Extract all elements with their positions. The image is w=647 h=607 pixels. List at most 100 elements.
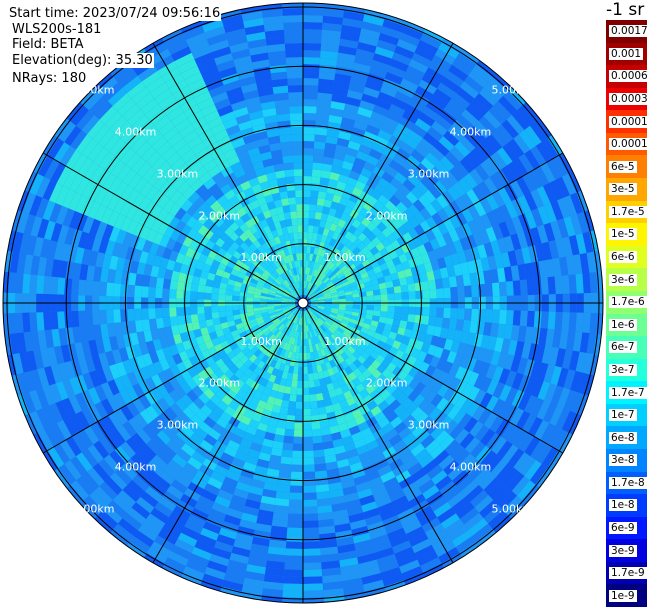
range-gate-cell <box>292 450 303 458</box>
range-gate-cell <box>159 235 170 248</box>
range-gate-cell <box>293 169 303 177</box>
range-gate-cell <box>377 502 395 515</box>
range-gate-cell <box>373 332 382 341</box>
range-gate-cell <box>195 335 205 346</box>
range-gate-cell <box>308 308 314 315</box>
range-gate-cell <box>245 350 254 360</box>
range-gate-cell <box>547 311 556 330</box>
azimuth-spoke <box>302 42 454 304</box>
range-gate-cell <box>283 349 290 358</box>
range-gate-cell <box>472 231 484 247</box>
range-gate-cell <box>329 254 337 263</box>
range-gate-cell <box>140 491 159 508</box>
range-gate-cell <box>303 401 311 409</box>
range-gate-cell <box>386 372 398 384</box>
range-gate-cell <box>19 351 31 373</box>
range-gate-cell <box>503 354 515 371</box>
range-gate-cell <box>575 233 587 255</box>
range-gate-cell <box>197 370 209 382</box>
range-gate-cell <box>269 274 277 281</box>
range-gate-cell <box>496 147 513 166</box>
range-gate-cell <box>250 543 269 554</box>
range-gate-cell <box>362 14 385 27</box>
range-gate-cell <box>312 435 323 444</box>
range-gate-cell <box>190 178 204 192</box>
range-gate-cell <box>357 355 367 365</box>
range-gate-cell <box>175 162 190 177</box>
range-gate-cell <box>339 399 349 410</box>
range-gate-cell <box>362 236 372 247</box>
range-gate-cell <box>287 78 303 86</box>
range-gate-cell <box>529 464 548 485</box>
range-gate-cell <box>472 64 493 83</box>
range-gate-cell <box>547 450 563 471</box>
range-gate-cell <box>326 328 333 336</box>
range-gate-cell <box>29 195 43 217</box>
range-gate-cell <box>443 307 451 319</box>
range-gate-cell <box>69 173 84 193</box>
range-gate-cell <box>433 247 444 260</box>
range-gate-cell <box>169 402 183 417</box>
range-gate-cell <box>357 283 366 290</box>
range-gate-cell <box>453 263 463 277</box>
range-gate-cell <box>350 267 359 275</box>
range-gate-cell <box>185 559 207 574</box>
range-gate-cell <box>276 369 284 378</box>
range-gate-cell <box>394 171 408 185</box>
range-gate-cell <box>408 532 429 547</box>
range-gate-cell <box>318 317 325 324</box>
range-gate-cell <box>303 534 320 542</box>
range-gate-cell <box>331 502 347 512</box>
range-gate-cell <box>242 89 260 101</box>
range-gate-cell <box>369 350 380 360</box>
range-gate-cell <box>339 253 348 262</box>
range-gate-cell <box>325 461 339 471</box>
range-gate-cell <box>309 282 314 290</box>
range-gate-cell <box>274 303 282 307</box>
range-gate-cell <box>232 201 244 212</box>
range-gate-cell <box>102 173 117 191</box>
range-gate-cell <box>272 511 289 521</box>
range-gate-cell <box>470 98 489 116</box>
range-gate-cell <box>300 331 303 339</box>
range-gate-cell <box>329 374 338 383</box>
range-gate-cell <box>169 364 181 377</box>
range-gate-cell <box>416 162 431 177</box>
range-gate-cell <box>351 289 360 295</box>
range-gate-cell <box>345 260 354 268</box>
range-gate-cell <box>414 211 426 225</box>
range-gate-cell <box>555 348 566 368</box>
range-gate-cell <box>176 289 184 299</box>
range-gate-cell <box>191 250 202 261</box>
range-gate-cell <box>294 422 303 430</box>
range-gate-cell <box>81 248 92 266</box>
range-gate-cell <box>338 324 347 331</box>
range-gate-cell <box>248 318 257 325</box>
range-gate-cell <box>360 167 373 179</box>
range-gate-cell <box>83 426 100 445</box>
range-gate-cell <box>501 467 519 487</box>
range-gate-cell <box>505 201 519 219</box>
range-gate-cell <box>291 218 298 226</box>
range-gate-cell <box>476 60 496 78</box>
range-gate-cell <box>480 334 491 349</box>
range-gate-cell <box>249 263 259 272</box>
range-gate-cell <box>330 431 342 441</box>
ring-distance-label: 1.00km <box>324 335 366 348</box>
range-gate-cell <box>544 202 557 223</box>
range-gate-cell <box>465 437 481 454</box>
range-gate-cell <box>310 303 318 305</box>
range-gate-cell <box>168 344 179 356</box>
range-gate-cell <box>452 469 470 487</box>
range-gate-cell <box>169 307 177 318</box>
range-gate-cell <box>299 246 303 254</box>
range-gate-cell <box>491 129 508 148</box>
range-gate-cell <box>280 316 287 323</box>
range-gate-cell <box>307 324 311 332</box>
range-gate-cell <box>164 326 173 338</box>
range-gate-cell <box>213 464 229 477</box>
range-gate-cell <box>304 288 308 296</box>
range-gate-cell <box>71 310 80 328</box>
range-gate-cell <box>331 304 339 307</box>
range-gate-cell <box>503 495 523 516</box>
